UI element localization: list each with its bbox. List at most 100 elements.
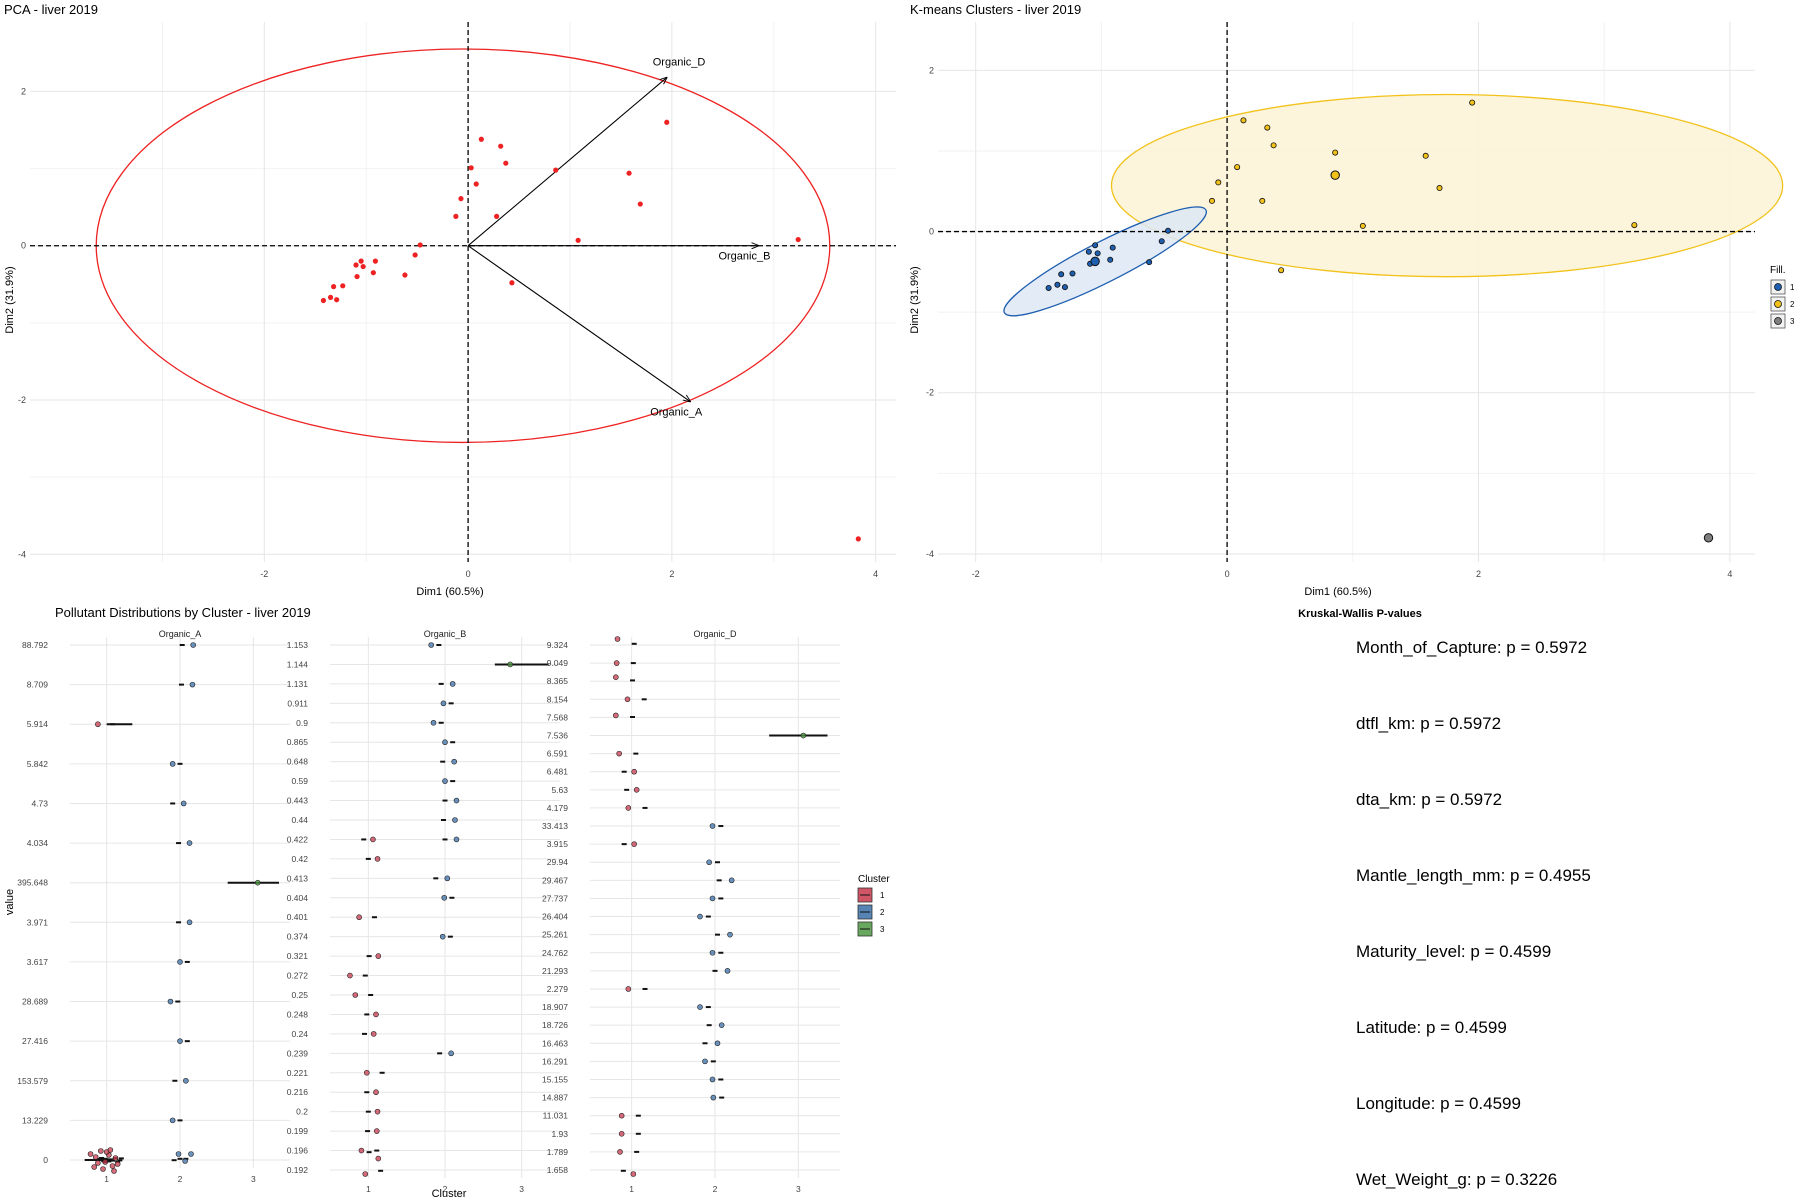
facet-y-tick-label: 5.914 [27,719,49,729]
kmeans-legend-label: 1 [1790,283,1795,292]
facet-point-cluster-1 [374,856,381,862]
kmeans-point-cluster-2 [1278,267,1285,274]
facet-point-cluster-1 [618,1112,625,1119]
facet-point-cluster-1 [92,1154,99,1160]
kmeans-point-cluster-2 [1259,197,1266,204]
facet-point-cluster-3 [254,879,261,886]
distributions-legend: Cluster 1 2 3 [857,874,890,937]
facet-y-tick-label: 18.907 [542,1002,568,1012]
facet-point-cluster-1 [631,841,637,847]
facet-Organic_B: Organic_B 1.153 1.144 1.131 0.911 0.9 0.865 0.6… [287,629,560,1194]
facet-x-tick-label: 3 [251,1174,256,1184]
facet-point-cluster-1 [100,1166,106,1172]
pca-point [795,236,801,243]
pca-point [372,258,378,264]
kmeans-point-cluster-2 [1436,185,1443,192]
facet-y-tick-label: 9.324 [547,640,569,650]
kmeans-y-axis-title: Dim2 (31.9%) [909,266,921,333]
kruskal-title: Kruskal-Wallis P-values [1298,608,1422,620]
facet-strip-label: Organic_B [424,629,467,639]
kruskal-line: dtfl_km: p = 0.5972 [1356,714,1501,733]
facet-point-cluster-1 [373,1089,379,1096]
kmeans-point-cluster-1 [1045,284,1052,291]
facet-point-cluster-1 [633,787,640,793]
facet-point-cluster-1 [95,1160,101,1166]
facet-point-cluster-1 [375,1155,382,1162]
facet-point-cluster-2 [452,817,458,823]
facet-y-tick-label: 0.865 [287,737,309,747]
pca-y-axis-title: Dim2 (31.9%) [4,266,16,333]
facet-y-tick-label: 0.24 [291,1029,308,1039]
kmeans-x-tick-label: 4 [1727,569,1732,579]
facet-point-cluster-2 [709,823,716,829]
kmeans-point-cluster-2 [1234,164,1241,171]
kmeans-point-cluster-1 [1061,284,1068,291]
facet-y-tick-label: 0.221 [287,1068,309,1078]
distributions-legend-title: Cluster [858,874,890,885]
pca-point [458,196,464,202]
facet-y-tick-label: 14.887 [542,1093,568,1103]
facet-y-tick-label: 7.568 [547,712,569,722]
facet-point-cluster-1 [87,1151,94,1157]
facet-point-cluster-2 [440,700,447,707]
facet-point-cluster-2 [169,1117,176,1124]
kmeans-point-cluster-2 [1215,179,1222,186]
facet-y-tick-label: 0.422 [287,834,309,844]
facet-point-cluster-1 [374,1108,381,1115]
kmeans-ellipses [1003,93,1784,317]
facet-point-cluster-2 [169,761,176,767]
kmeans-point-cluster-1 [1058,271,1065,278]
facet-point-cluster-2 [453,797,460,804]
facet-point-cluster-1 [617,1149,623,1155]
pca-point [358,258,364,264]
facet-point-cluster-2 [177,1038,183,1044]
pca-point [354,273,360,280]
facet-point-cluster-2 [167,998,174,1005]
pca-point [334,297,340,303]
kmeans-x-tick-label: 0 [1225,569,1230,579]
facet-point-cluster-1 [107,1147,114,1153]
facet-y-tick-label: 5.842 [27,759,49,769]
facet-point-cluster-2 [702,1058,708,1065]
pca-point [370,270,376,276]
distributions-title: Pollutant Distributions by Cluster - liv… [55,605,311,620]
facet-point-cluster-1 [618,1130,625,1137]
kmeans-centroid-cluster-2 [1330,170,1340,180]
kmeans-tick-labels: -2 0 2 4 -4 -2 0 2 [926,65,1732,579]
pca-arrow-label: Organic_A [650,407,703,419]
facet-x-tick-label: 3 [796,1184,801,1194]
pca-panel: PCA - liver 2019 Organic_DOrganic_BOrgan… [4,2,896,598]
facet-point-cluster-2 [177,959,183,965]
facet-point-cluster-1 [614,636,621,642]
facet-Organic_A: Organic_A 88.792 8.709 5.914 5.842 4.73 4.034 3… [17,629,290,1184]
facet-y-tick-label: 88.792 [22,640,48,650]
facet-point-cluster-2 [697,1004,703,1010]
facet-y-tick-label: 0.413 [287,873,309,883]
facet-point-cluster-1 [112,1155,119,1161]
kmeans-legend-swatch [1774,300,1782,308]
distributions-facets: Organic_A 88.792 8.709 5.914 5.842 4.73 4.034 3… [17,629,840,1194]
pca-x-tick-label: -2 [260,569,268,579]
pca-reference-lines [30,22,896,562]
facet-y-tick-label: 15.155 [542,1074,568,1084]
facet-point-cluster-1 [98,1148,104,1154]
facet-y-tick-label: 0.9 [296,718,308,728]
kmeans-centroid-cluster-3 [1703,533,1714,543]
facet-y-tick-label: 0.401 [287,912,309,922]
facet-point-cluster-2 [428,642,435,648]
facet-y-tick-label: 27.416 [22,1036,48,1046]
facet-point-cluster-2 [442,778,448,784]
facet-y-tick-label: 9.049 [547,658,569,668]
facet-y-tick-label: 8.709 [27,680,49,690]
pca-y-tick-label: -2 [18,395,26,405]
pca-point [503,160,509,166]
kmeans-y-tick-label: -4 [926,549,934,559]
facet-y-tick-label: 2.279 [547,984,569,994]
facet-point-cluster-1 [613,674,619,681]
facet-Organic_D: Organic_D 9.324 9.049 8.365 8.154 7.568 7.536 6… [542,629,840,1194]
pca-arrow-label: Organic_D [653,57,706,69]
facet-y-tick-label: 0.42 [291,854,308,864]
kmeans-y-tick-label: 0 [929,227,934,237]
facet-point-cluster-1 [91,1164,97,1170]
